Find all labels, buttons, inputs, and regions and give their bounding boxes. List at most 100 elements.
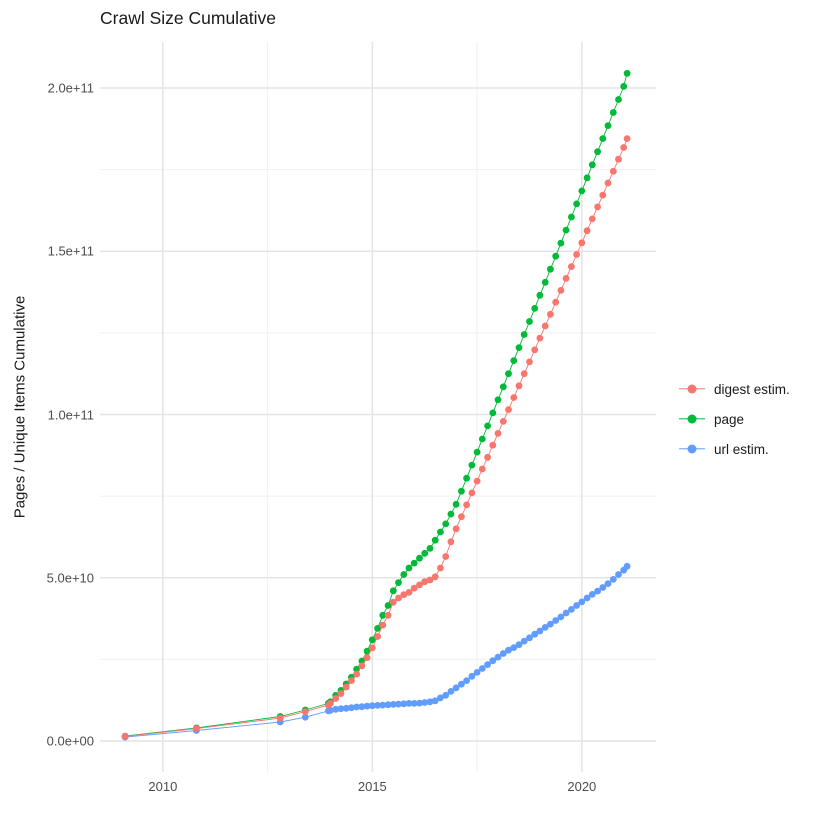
- data-point: [552, 298, 560, 306]
- data-point: [505, 370, 512, 378]
- data-point: [484, 422, 491, 430]
- data-point: [478, 465, 486, 473]
- data-point: [609, 109, 617, 116]
- data-point: [505, 406, 512, 413]
- data-point: [342, 704, 350, 712]
- data-point: [609, 576, 617, 583]
- data-point: [588, 591, 596, 598]
- data-point: [489, 657, 497, 665]
- data-point: [468, 461, 476, 469]
- data-point: [363, 647, 371, 655]
- data-point: [384, 611, 392, 619]
- data-point: [374, 633, 381, 640]
- data-point: [499, 383, 507, 391]
- data-point: [426, 545, 434, 552]
- data-point: [520, 370, 528, 378]
- data-point: [458, 680, 465, 688]
- data-point: [568, 606, 575, 613]
- data-point: [400, 571, 408, 578]
- data-point: [426, 576, 434, 584]
- data-point: [410, 559, 418, 567]
- legend-label-digest: digest estim.: [714, 381, 790, 397]
- data-point: [410, 700, 418, 707]
- data-point: [379, 701, 387, 709]
- data-point: [389, 701, 397, 708]
- data-point: [379, 611, 387, 619]
- y-tick-label: 1.0e+11: [47, 407, 94, 422]
- legend-item-digest-estim: digest estim.: [679, 379, 790, 399]
- data-point: [405, 700, 413, 707]
- data-point: [489, 409, 497, 417]
- data-point: [463, 501, 470, 509]
- data-point: [557, 287, 565, 294]
- data-point: [473, 448, 481, 456]
- data-point: [301, 708, 309, 715]
- data-point: [400, 591, 408, 599]
- data-point: [583, 227, 591, 235]
- data-point: [505, 646, 512, 654]
- legend-key-digest-icon: [679, 379, 705, 399]
- data-point: [395, 579, 402, 586]
- data-point: [368, 636, 376, 644]
- data-point: [484, 661, 491, 668]
- data-point: [536, 627, 544, 635]
- data-point: [499, 650, 507, 657]
- data-point: [353, 670, 360, 678]
- data-point: [531, 346, 539, 354]
- data-point: [489, 441, 497, 449]
- data-point: [547, 620, 554, 628]
- data-point: [583, 174, 591, 182]
- data-point: [121, 733, 129, 740]
- data-point: [599, 135, 607, 142]
- data-point: [442, 553, 450, 560]
- data-point: [531, 630, 539, 638]
- data-point: [478, 665, 486, 672]
- legend-item-page: page: [679, 409, 790, 429]
- data-point: [426, 698, 434, 706]
- y-tick-label: 1.5e+11: [47, 243, 94, 259]
- data-point: [494, 653, 502, 661]
- data-point: [337, 690, 345, 697]
- data-point: [588, 215, 596, 223]
- data-point: [520, 331, 528, 338]
- data-point: [452, 500, 460, 508]
- legend-item-url-estim: url estim.: [679, 439, 790, 459]
- data-point: [588, 161, 596, 169]
- data-point: [515, 641, 523, 649]
- data-point: [578, 239, 586, 247]
- y-tick-label: 0.0e+00: [46, 733, 94, 749]
- data-point: [552, 252, 560, 260]
- legend-key-page-icon: [679, 409, 705, 429]
- data-point: [594, 587, 601, 595]
- data-point: [531, 305, 539, 312]
- plot-area-svg: [100, 42, 656, 772]
- data-point: [494, 396, 502, 404]
- data-point: [594, 203, 601, 211]
- data-point: [604, 179, 612, 187]
- data-point: [374, 625, 381, 632]
- data-point: [437, 528, 444, 536]
- data-point: [431, 536, 439, 544]
- data-point: [526, 634, 533, 642]
- data-point: [416, 699, 423, 707]
- data-point: [623, 135, 631, 142]
- data-point: [615, 571, 622, 578]
- data-point: [421, 578, 429, 586]
- data-point: [395, 594, 402, 602]
- data-point: [431, 573, 439, 581]
- data-point: [458, 487, 465, 495]
- data-point: [547, 310, 554, 318]
- data-point: [526, 318, 533, 325]
- data-point: [510, 394, 518, 401]
- data-point: [541, 322, 549, 330]
- data-point: [348, 677, 355, 684]
- data-point: [353, 703, 360, 711]
- series-line-url-estim-: [125, 566, 628, 738]
- legend-label-url: url estim.: [714, 441, 769, 457]
- data-point: [623, 562, 631, 570]
- data-point: [437, 564, 444, 572]
- data-point: [410, 584, 418, 592]
- data-point: [442, 520, 450, 528]
- data-point: [620, 83, 628, 90]
- data-point: [332, 695, 340, 702]
